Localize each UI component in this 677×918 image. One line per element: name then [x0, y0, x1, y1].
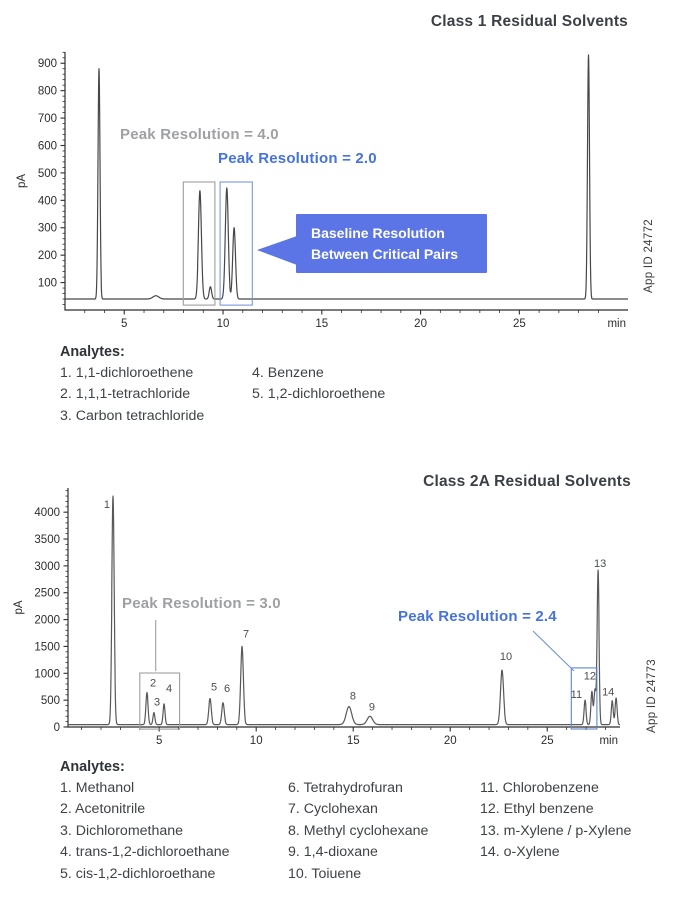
callout-line1: Baseline Resolution: [311, 225, 445, 241]
y-tick-label: 1500: [34, 641, 60, 653]
y-tick-label: 100: [38, 278, 57, 290]
x-tick-label: 20: [414, 318, 427, 330]
y-tick-label: 300: [38, 223, 57, 235]
y-tick-label: 200: [38, 250, 57, 262]
analyte-item: 7. Cyclohexan: [288, 801, 378, 818]
x-tick-label: 20: [444, 735, 457, 747]
analytes-heading-1: Analytes:: [60, 344, 125, 360]
analytes2-col1: 1. Methanol 2. Acetonitrile 3. Dichloromet…: [60, 778, 288, 885]
callout-baseline-resolution: Baseline Resolution Between Critical Pai…: [296, 214, 487, 273]
x-tick-label: 15: [347, 735, 360, 747]
peak-number-label: 5: [211, 682, 217, 694]
analytes-class1: Analytes: 1. 1,1-dichloroethene 2. 1,1,1-…: [60, 344, 385, 427]
analyte-item: 4. trans-1,2-dichloroethane: [60, 844, 230, 861]
y-tick-label: 2500: [34, 588, 60, 600]
peak-number-label: 12: [584, 671, 596, 683]
analytes2-col3: 11. Chlorobenzene 12. Ethyl benzene 13. m-…: [480, 778, 631, 885]
y-tick-label: 0: [54, 722, 60, 734]
y-tick-label: 3500: [34, 534, 60, 546]
analyte-item: 2. 1,1,1-tetrachloride: [60, 386, 191, 403]
resolution-24-box: [570, 667, 598, 730]
peak-number-label: 3: [154, 697, 160, 709]
analytes-class2a: Analytes: 1. Methanol 2. Acetonitrile 3. D…: [60, 759, 631, 885]
peak-number-label: 9: [369, 701, 375, 713]
chart2-title: Class 2A Residual Solvents: [423, 473, 631, 490]
analyte-item: 13. m-Xylene / p-Xylene: [480, 822, 632, 839]
resolution-3-box: [139, 672, 181, 730]
y-tick-label: 800: [38, 86, 57, 98]
peak-number-label: 13: [594, 558, 606, 570]
analyte-item: 8. Methyl cyclohexane: [288, 822, 429, 839]
analyte-item: 2. Acetonitrile: [60, 801, 146, 818]
y-axis-unit: pA: [13, 600, 25, 614]
app-id-chart1: App ID 24772: [643, 219, 655, 293]
analyte-item: 6. Tetrahydrofuran: [288, 780, 403, 796]
peak-number-label: 8: [350, 691, 356, 703]
analyte-item: 1. 1,1-dichloroethene: [60, 365, 194, 381]
x-tick-label: 10: [217, 318, 230, 330]
callout-arrow-icon: [257, 236, 297, 265]
chromatogram-trace: [67, 495, 621, 726]
y-axis-unit: pA: [16, 174, 28, 188]
connector-line-blue: [532, 630, 575, 672]
peak-number-label: 14: [602, 687, 614, 699]
y-tick-label: 4000: [34, 507, 60, 519]
y-tick-label: 2000: [34, 615, 60, 627]
peak-number-label: 11: [571, 689, 582, 701]
peak-number-label: 7: [243, 628, 249, 640]
x-axis-unit: min: [599, 735, 618, 747]
analyte-item: 3. Dichloromethane: [60, 822, 184, 839]
peak-number-label: 6: [224, 683, 230, 695]
analyte-item: 5. 1,2-dichloroethene: [252, 386, 386, 403]
analyte-item: 14. o-Xylene: [480, 844, 560, 861]
analytes-heading-2: Analytes:: [60, 759, 125, 775]
x-tick-label: 25: [513, 318, 526, 330]
chromatogram-class1: 100 200 300 400 500 600 700 800 900 5 10 15 20 25 min p…: [16, 51, 629, 330]
analytes1-col1: 1. 1,1-dichloroethene 2. 1,1,1-tetrachlor…: [60, 363, 252, 427]
annotation-peak-resolution-2.4: Peak Resolution = 2.4: [398, 608, 557, 625]
x-tick-label: 15: [315, 318, 328, 330]
y-tick-label: 3000: [34, 561, 60, 573]
resolution-2-box: [219, 181, 253, 306]
y-tick-label: 500: [41, 695, 60, 707]
analyte-item: 3. Carbon tetrachloride: [60, 407, 205, 424]
annotation-peak-resolution-2.0: Peak Resolution = 2.0: [218, 150, 377, 167]
y-tick-label: 600: [38, 140, 57, 152]
x-tick-label: 25: [541, 735, 554, 747]
analyte-item: 5. cis-1,2-dichloroethane: [60, 865, 216, 882]
peak-number-label: 10: [500, 651, 512, 663]
analytes1-col2: 4. Benzene 5. 1,2-dichloroethene: [252, 363, 385, 427]
peak-number-label: 1: [104, 499, 110, 511]
analyte-item: 9. 1,4-dioxane: [288, 844, 378, 861]
y-tick-label: 500: [38, 168, 57, 180]
y-tick-label: 1000: [34, 668, 60, 680]
annotation-peak-resolution-4.0: Peak Resolution = 4.0: [120, 126, 279, 143]
y-tick-label: 900: [38, 58, 57, 70]
x-axis-unit: min: [607, 318, 626, 330]
peak-number-label: 2: [150, 678, 156, 690]
analyte-item: 10. Toiuene: [288, 865, 362, 882]
chromatogram-trace: [64, 54, 629, 300]
x-tick-label: 10: [250, 735, 263, 747]
annotation-peak-resolution-3.0: Peak Resolution = 3.0: [122, 595, 281, 612]
y-tick-label: 700: [38, 113, 57, 125]
analyte-item: 1. Methanol: [60, 780, 135, 796]
analytes2-col2: 6. Tetrahydrofuran 7. Cyclohexan 8. Methyl…: [288, 778, 480, 885]
x-tick-label: 5: [121, 318, 127, 330]
analyte-item: 4. Benzene: [252, 365, 324, 381]
analyte-item: 11. Chlorobenzene: [480, 780, 599, 796]
y-tick-label: 400: [38, 195, 57, 207]
analyte-item: 12. Ethyl benzene: [480, 801, 594, 818]
resolution-4-box: [182, 181, 216, 306]
callout-line2: Between Critical Pairs: [311, 245, 459, 262]
x-tick-label: 5: [156, 735, 162, 747]
app-id-chart2: App ID 24773: [646, 659, 658, 733]
peak-number-label: 4: [166, 683, 172, 695]
chart1-title: Class 1 Residual Solvents: [430, 13, 628, 30]
